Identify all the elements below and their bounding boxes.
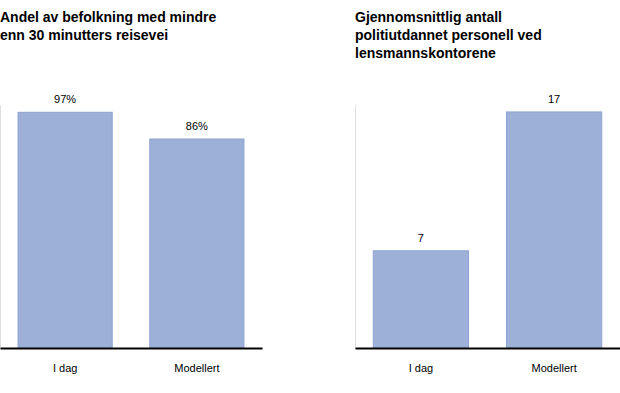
data-label: 17 <box>548 93 560 105</box>
x-tick-label: I dag <box>53 362 77 374</box>
x-tick: I dag <box>53 348 77 374</box>
x-tick: I dag <box>409 348 433 374</box>
x-tick-label: Modellert <box>174 362 219 374</box>
chart-title: Andel av befolkning med mindreenn 30 min… <box>0 9 216 43</box>
chart-panel: Gjennomsnittlig antallpolitiutdannet per… <box>355 9 620 374</box>
data-label: 7 <box>418 232 424 244</box>
y-axis <box>0 106 1 349</box>
bar <box>18 112 112 348</box>
y-axis-line <box>355 106 356 349</box>
chart-panel: Andel av befolkning med mindreenn 30 min… <box>0 9 263 374</box>
y-axis-line <box>0 106 1 349</box>
x-axis: I dag Modellert <box>356 348 620 374</box>
data-label: 97% <box>54 93 76 105</box>
bars <box>18 112 244 348</box>
x-axis: I dag Modellert <box>1 348 263 374</box>
x-axis-line <box>1 348 263 350</box>
data-label: 86% <box>186 120 208 132</box>
x-tick: Modellert <box>174 348 219 374</box>
x-tick-label: Modellert <box>531 362 576 374</box>
bar <box>373 251 468 348</box>
chart-canvas: Andel av befolkning med mindreenn 30 min… <box>0 0 620 393</box>
bar <box>150 139 244 348</box>
bars <box>373 112 601 348</box>
x-tick: Modellert <box>531 348 576 374</box>
x-axis-line <box>356 348 620 350</box>
bar <box>506 112 601 348</box>
y-axis <box>355 106 356 349</box>
x-tick-label: I dag <box>409 362 433 374</box>
chart-title: Gjennomsnittlig antallpolitiutdannet per… <box>355 9 542 61</box>
